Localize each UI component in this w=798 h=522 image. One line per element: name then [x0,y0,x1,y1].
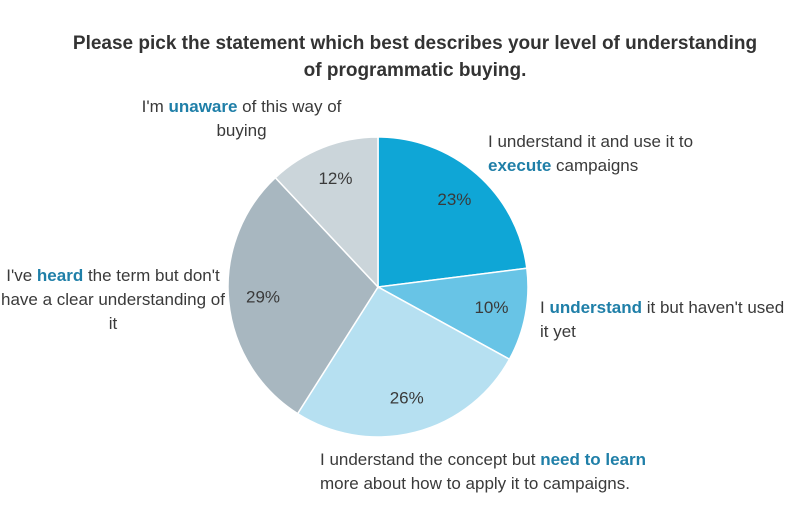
label-emphasis: need to learn [540,450,647,469]
label-emphasis: execute [488,156,552,175]
slice-value-label: 26% [390,388,424,407]
label-text: I understand the concept but [320,450,541,469]
pie-slice [274,136,379,289]
slice-value-label: 23% [437,190,471,209]
chart-title: Please pick the statement which best des… [72,33,758,81]
slice-label: I understand the concept but need to lea… [320,448,682,496]
slice-label: I'm unaware of this way of buying [139,95,344,143]
label-text: I'm [141,97,169,116]
pie-slice [296,286,511,438]
label-text: campaigns [551,156,639,175]
label-text: of this way of buying [216,97,342,140]
label-text: I've [6,266,37,285]
slice-label: I understand it but haven't used it yet [540,296,795,344]
pie-slice [375,267,529,361]
label-text: the term but don't have a clear understa… [1,266,225,333]
label-emphasis: unaware [168,97,238,116]
label-text: more about how to apply it to campaigns. [320,474,630,493]
label-text: it but haven't used it yet [540,298,785,341]
slice-value-label: 29% [246,287,280,306]
slice-label: I understand it and use it to execute ca… [488,130,753,178]
pie-slice [377,136,528,288]
label-text: I [540,298,550,317]
label-emphasis: heard [36,266,84,285]
slice-value-label: 10% [474,298,508,317]
label-text: I understand it and use it to [488,132,694,151]
slice-value-label: 12% [318,169,352,188]
slice-label: I've heard the term but don't have a cle… [0,264,226,336]
pie-slice [227,176,379,415]
label-emphasis: understand [549,298,643,317]
